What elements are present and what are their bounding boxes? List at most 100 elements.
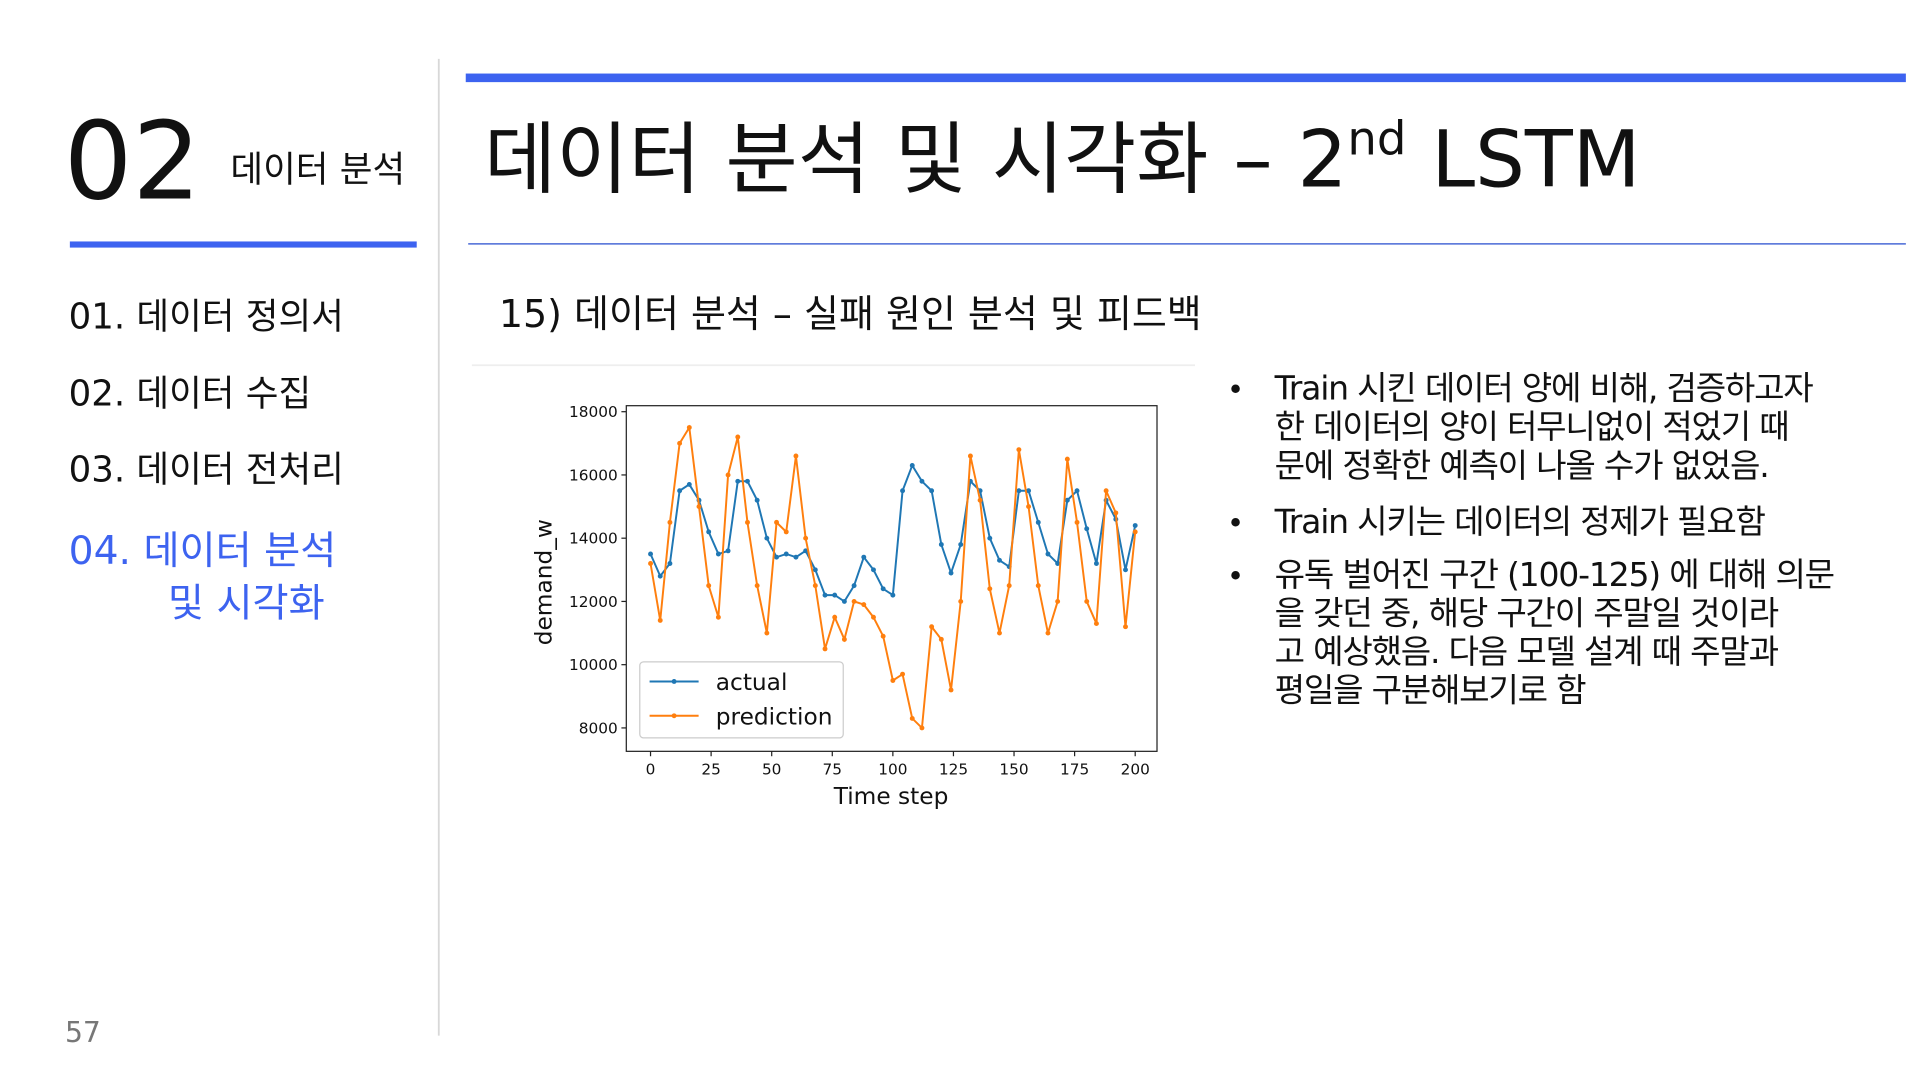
point (735, 478, 741, 484)
point (1084, 526, 1090, 532)
point (1064, 497, 1070, 503)
bullet-line: 을 갖던 중, 해당 구간이 주말일 것이라 (1275, 593, 1779, 632)
point (1132, 529, 1138, 535)
point (1006, 583, 1012, 589)
point (977, 497, 983, 503)
section-name: 데이터 분석 (230, 149, 405, 190)
point (1035, 583, 1041, 589)
bullet-line: 평일을 구분해보기로 함 (1275, 671, 1586, 710)
legend-label: actual (716, 669, 788, 696)
point (745, 519, 750, 525)
top-bar (465, 73, 1906, 83)
point (909, 715, 915, 721)
bullet-line: 유독 벌어진 구간 (100-125) 에 대해 의문 (1275, 555, 1834, 594)
point (812, 583, 818, 589)
point (754, 497, 760, 503)
y-tick-label: 16000 (569, 466, 618, 484)
page-title: 데이터 분석 및 시각화 – 2nd LSTM (484, 111, 1640, 205)
point (1055, 598, 1061, 604)
point (1074, 488, 1080, 494)
point (1064, 456, 1070, 462)
nav-item[interactable]: 02. 데이터 수집 (69, 374, 312, 415)
point (677, 488, 683, 494)
point (735, 434, 741, 440)
point (1093, 561, 1099, 566)
subtitle: 15) 데이터 분석 – 실패 원인 분석 및 피드백 (499, 292, 1202, 336)
point (725, 548, 731, 554)
x-tick-label: 150 (999, 761, 1028, 779)
point (1045, 551, 1051, 557)
point (774, 519, 779, 525)
point (890, 678, 896, 683)
point (948, 570, 954, 576)
x-tick-label: 25 (701, 761, 721, 779)
point (871, 614, 876, 620)
point (1132, 523, 1138, 528)
section-number: 02 (64, 100, 201, 225)
point (938, 542, 944, 547)
point (706, 529, 712, 535)
bullet-line: 한 데이터의 양이 터무니없이 적었기 때 (1275, 407, 1789, 446)
point (764, 535, 770, 541)
y-tick-label: 10000 (569, 656, 618, 674)
point (648, 551, 653, 557)
point (686, 425, 692, 430)
point (948, 687, 954, 693)
point (880, 586, 886, 592)
point (725, 472, 731, 478)
nav-item[interactable]: 01. 데이터 정의서 (69, 296, 344, 337)
point (812, 567, 818, 573)
x-tick-label: 200 (1121, 761, 1150, 779)
point (1055, 561, 1061, 566)
y-axis-label: demand_w (531, 519, 558, 645)
point (1074, 519, 1080, 525)
point (871, 567, 876, 573)
point (987, 586, 993, 592)
point (1093, 621, 1099, 627)
bullet-line: Train 시키는 데이터의 정제가 필요함 (1274, 502, 1766, 541)
point (822, 646, 828, 652)
point (822, 592, 828, 598)
legend-marker (671, 713, 677, 719)
point (774, 554, 779, 560)
point (1026, 488, 1032, 494)
legend-label: prediction (716, 703, 833, 730)
point (958, 598, 964, 604)
bullet-line: 고 예상했음. 다음 모델 설계 때 주말과 (1275, 632, 1779, 671)
point (648, 561, 653, 566)
y-tick-label: 12000 (569, 593, 618, 611)
y-tick-label: 8000 (579, 719, 618, 737)
point (1026, 504, 1032, 510)
x-tick-label: 100 (878, 761, 907, 779)
point (764, 630, 770, 636)
x-tick-label: 50 (762, 761, 782, 779)
plot-frame (625, 405, 1158, 752)
point (783, 529, 789, 535)
x-tick-label: 75 (823, 761, 843, 779)
point (997, 630, 1002, 636)
point (793, 453, 799, 459)
point (1045, 630, 1051, 636)
nav-item-active[interactable]: 및 시각화 (168, 582, 325, 627)
bullet-dot: • (1227, 506, 1244, 540)
point (1016, 488, 1022, 494)
legend-marker (671, 679, 677, 684)
point (919, 725, 925, 731)
title-sup: nd (1347, 111, 1406, 165)
bullet-line: 문에 정확한 예측이 나올 수가 없었음. (1275, 446, 1769, 485)
point (657, 617, 663, 623)
point (958, 542, 964, 547)
section-bar (69, 241, 417, 248)
point (832, 614, 838, 620)
point (793, 554, 799, 560)
point (861, 602, 867, 608)
point (706, 583, 712, 589)
nav-item-active[interactable]: 04. 데이터 분석 (69, 529, 337, 574)
nav-item[interactable]: 03. 데이터 전처리 (69, 450, 344, 491)
point (667, 561, 673, 566)
point (1113, 510, 1119, 516)
x-tick-label: 175 (1060, 761, 1089, 779)
bullet-line: Train 시킨 데이터 양에 비해, 검증하고자 (1274, 369, 1814, 408)
point (851, 583, 857, 589)
point (919, 478, 925, 484)
